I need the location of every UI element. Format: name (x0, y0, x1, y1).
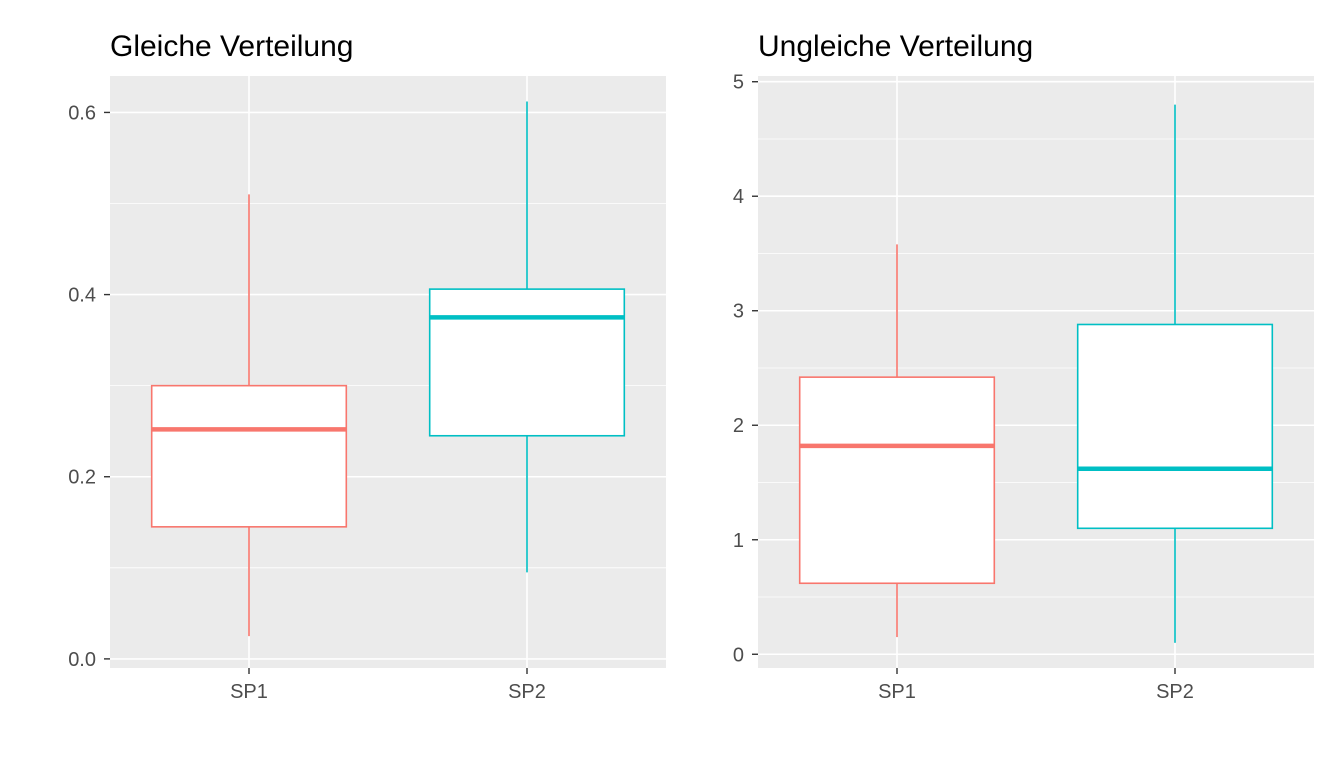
x-tick-label: SP2 (1156, 681, 1194, 703)
box-sp2 (428, 101, 626, 573)
y-tick-label: 0.0 (68, 649, 96, 671)
box-sp2 (1076, 104, 1274, 643)
box-sp1 (798, 244, 996, 638)
x-tick-label: SP1 (230, 681, 268, 703)
y-tick-label: 3 (733, 301, 744, 323)
interquartile-box (150, 384, 348, 528)
panel-title: Ungleiche Verteilung (758, 30, 1033, 63)
y-tick-label: 4 (733, 186, 744, 208)
panel-gleiche-verteilung: Gleiche Verteilung 0.0 0.2 0.4 0.6 SP1 SP2 (68, 30, 666, 703)
x-tick-label: SP2 (508, 681, 546, 703)
x-tick-label: SP1 (878, 681, 916, 703)
interquartile-box (798, 376, 996, 585)
interquartile-box (1076, 323, 1274, 530)
panel-title: Gleiche Verteilung (110, 30, 354, 63)
panel-ungleiche-verteilung: Ungleiche Verteilung 0 1 2 3 4 5 SP1 SP2 (733, 30, 1314, 703)
y-tick-label: 0.2 (68, 467, 96, 489)
y-tick-label: 1 (733, 530, 744, 552)
y-tick-label: 0 (733, 644, 744, 666)
y-tick-label: 0.6 (68, 102, 96, 124)
interquartile-box (428, 288, 626, 437)
y-tick-label: 0.4 (68, 285, 96, 307)
y-tick-label: 2 (733, 415, 744, 437)
y-tick-label: 5 (733, 72, 744, 94)
box-sp1 (150, 194, 348, 637)
